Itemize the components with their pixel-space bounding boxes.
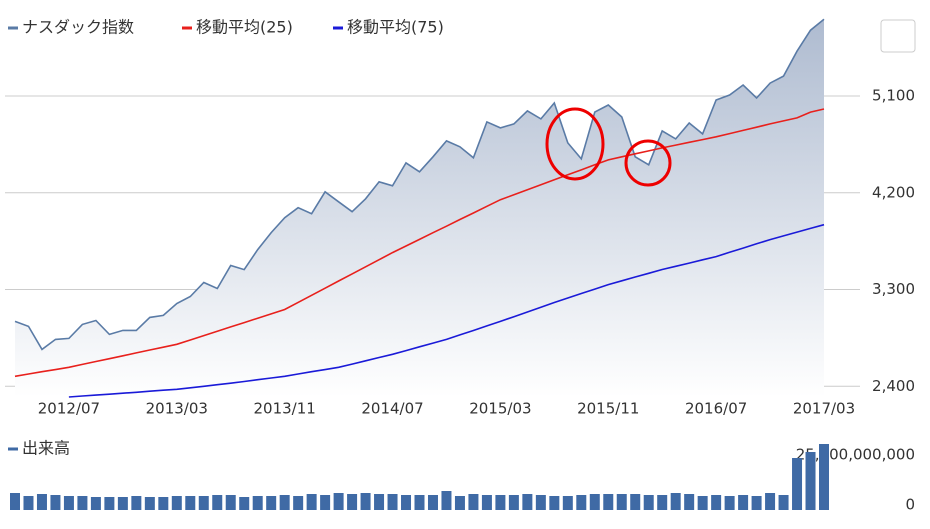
- bar: [522, 494, 533, 510]
- bar: [616, 494, 627, 510]
- bar: [589, 494, 600, 510]
- bar: [805, 452, 816, 510]
- y-tick-label: 4,200: [872, 183, 915, 201]
- bar: [10, 493, 20, 510]
- bar: [401, 495, 412, 510]
- bar: [697, 496, 708, 510]
- bar: [36, 494, 47, 510]
- bar: [144, 497, 155, 510]
- x-tick-label: 2013/03: [146, 400, 208, 418]
- bar: [171, 496, 182, 510]
- bar: [387, 494, 398, 510]
- bar: [279, 495, 290, 510]
- bar: [576, 495, 587, 510]
- x-tick-label: 2015/03: [469, 400, 531, 418]
- annotation-circle: [545, 107, 605, 181]
- annotation-circle: [624, 139, 672, 187]
- menu-button[interactable]: [880, 19, 916, 53]
- bar: [468, 494, 479, 510]
- bar: [535, 495, 546, 510]
- bar: [495, 495, 506, 510]
- x-tick-label: 2014/07: [361, 400, 423, 418]
- bar: [819, 444, 829, 510]
- bar: [684, 494, 695, 510]
- bar: [320, 495, 331, 510]
- x-tick-label: 2015/11: [577, 400, 639, 418]
- plot: 2,400 3,300 4,200 5,100 2012/07 2013/03 2013/1…: [5, 18, 915, 514]
- bar: [239, 497, 250, 510]
- bar: [454, 496, 465, 510]
- bar: [158, 497, 169, 510]
- bar: [63, 496, 74, 510]
- y-tick-label: 5,100: [872, 87, 915, 105]
- line: [68, 223, 825, 398]
- bar: [374, 494, 385, 510]
- bar: [266, 496, 277, 510]
- legend-label: 移動平均(25): [196, 18, 293, 37]
- bar: [427, 495, 438, 510]
- bar: [90, 497, 101, 510]
- bar: [630, 494, 641, 510]
- legend-label: 出来高: [22, 439, 70, 458]
- line: [14, 18, 825, 351]
- bar: [657, 495, 668, 510]
- bar: [212, 495, 223, 510]
- legend-label: ナスダック指数: [22, 18, 134, 37]
- bar: [50, 495, 61, 510]
- bar: [225, 495, 236, 510]
- bar: [711, 495, 722, 510]
- bar: [738, 495, 749, 510]
- y-tick-label: 2,400: [872, 377, 915, 395]
- bar: [643, 495, 654, 510]
- bar: [198, 496, 209, 510]
- x-tick-label: 2016/07: [685, 400, 747, 418]
- bar: [77, 496, 88, 510]
- bar: [481, 495, 492, 510]
- bar: [360, 493, 371, 510]
- bar: [765, 493, 776, 510]
- bar: [347, 494, 358, 510]
- x-tick-label: 2017/03: [793, 400, 855, 418]
- bar: [724, 496, 735, 510]
- bar: [185, 496, 196, 510]
- y-tick-label: 0: [905, 496, 915, 514]
- bar: [441, 491, 452, 510]
- bar: [23, 496, 34, 510]
- bar: [131, 496, 142, 510]
- bar: [508, 495, 519, 510]
- bar: [562, 496, 573, 510]
- bar: [670, 493, 681, 510]
- bar: [306, 494, 317, 510]
- bar: [414, 495, 425, 510]
- bar: [778, 495, 789, 510]
- bar: [603, 494, 614, 510]
- area: [15, 19, 824, 397]
- legend-label: 移動平均(75): [347, 18, 444, 37]
- x-tick-label: 2012/07: [38, 400, 100, 418]
- bar: [104, 497, 115, 510]
- x-tick-label: 2013/11: [254, 400, 316, 418]
- bar: [117, 497, 128, 510]
- bar: [293, 496, 304, 510]
- bar: [252, 496, 263, 510]
- bar: [792, 458, 803, 510]
- bar: [751, 496, 762, 510]
- y-tick-label: 3,300: [872, 280, 915, 298]
- line: [14, 108, 825, 378]
- bar: [333, 493, 344, 510]
- bar: [549, 496, 560, 510]
